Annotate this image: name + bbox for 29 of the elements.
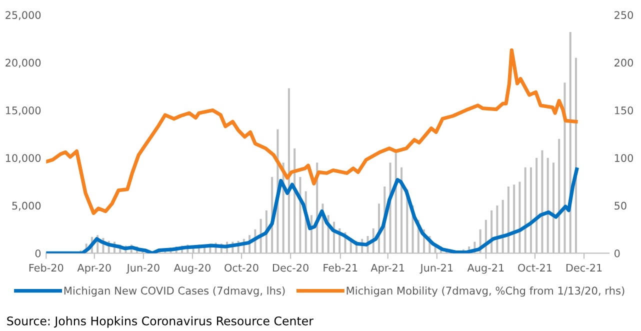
legend-label: Michigan New COVID Cases (7dmavg, lhs)	[64, 286, 285, 297]
y-tick-label: 5,000	[12, 202, 41, 211]
x-tick-label: Apr-21	[370, 264, 404, 274]
y-tick-label: 20,000	[6, 58, 41, 68]
y-tick-label: 0	[35, 249, 41, 258]
line-series	[46, 48, 578, 215]
y-tick-label: 10,000	[6, 154, 41, 164]
source-note: Source: Johns Hopkins Coronavirus Resource Center	[7, 316, 314, 328]
x-tick-label: Dec-21	[566, 264, 602, 272]
legend-label: Michigan Mobility (7dmavg, %Chg from 1/13/20, rhs)	[346, 286, 624, 297]
x-tick-label: Jun-20	[126, 264, 160, 274]
y-tick-label: 25,000	[6, 11, 41, 20]
y2-tick-label: 250	[614, 11, 633, 19]
y2-tick-label: 50	[614, 202, 626, 210]
y2-tick-label: 100	[614, 154, 633, 162]
x-tick-label: Oct-21	[518, 264, 552, 272]
x-tick-label: Oct-20	[224, 264, 258, 272]
x-tick-label: Dec-20	[273, 264, 308, 272]
x-tick-label: Jun-21	[420, 264, 453, 274]
x-tick-label: Apr-20	[77, 264, 111, 274]
x-tick-label: Aug-20	[174, 264, 210, 274]
x-tick-label: Feb-21	[324, 264, 358, 272]
y2-tick-label: 0	[614, 249, 620, 258]
x-tick-label: Feb-20	[29, 264, 64, 272]
line-series	[46, 168, 579, 254]
y2-tick-label: 200	[614, 58, 633, 67]
x-tick-label: Aug-21	[467, 264, 504, 274]
y2-tick-label: 150	[614, 106, 633, 114]
y-tick-label: 15,000	[6, 106, 41, 116]
